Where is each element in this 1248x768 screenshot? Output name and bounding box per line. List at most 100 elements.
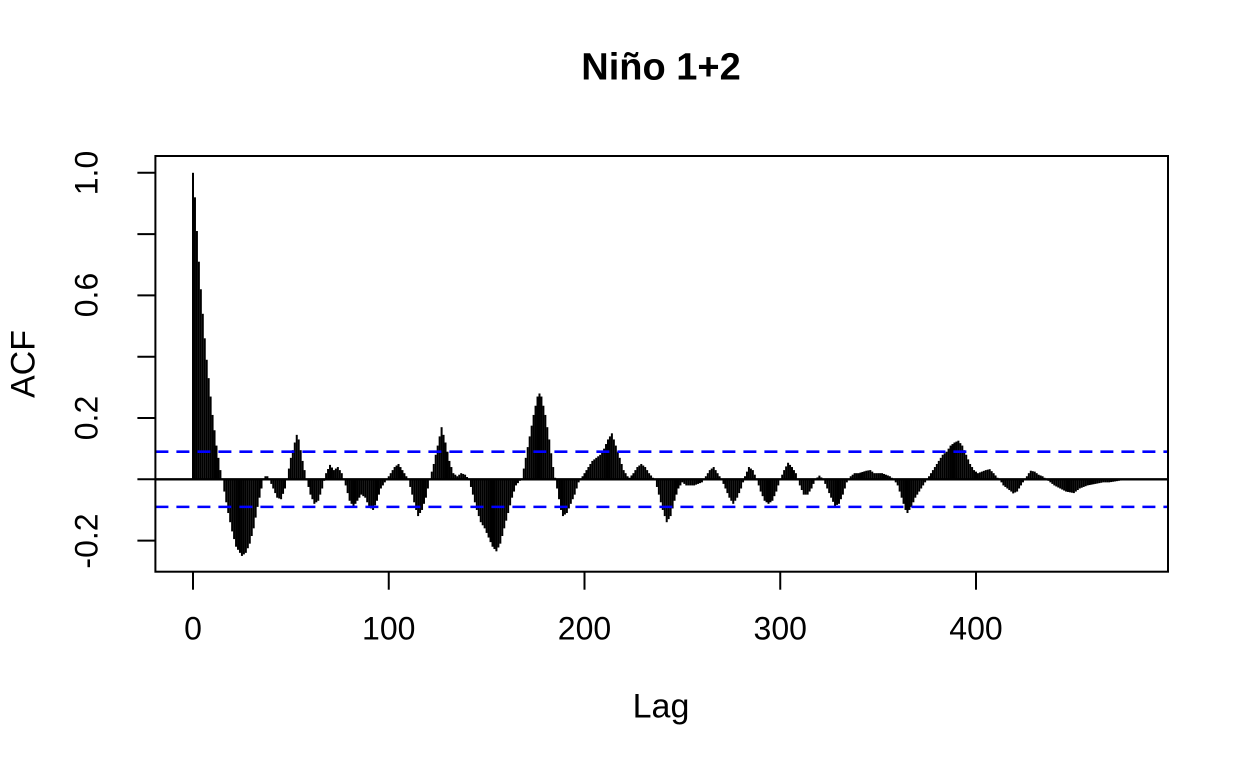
acf-bar (575, 479, 578, 489)
acf-bar (399, 467, 402, 480)
acf-bar (982, 470, 985, 480)
acf-bar (744, 476, 747, 480)
acf-bar (1088, 479, 1091, 486)
acf-bar (650, 475, 653, 480)
acf-bar (389, 473, 392, 480)
acf-bar (1010, 479, 1013, 492)
acf-bar (929, 473, 932, 480)
acf-bar (632, 473, 635, 480)
acf-bar (599, 454, 602, 480)
acf-bar (193, 197, 196, 480)
acf-bar (957, 440, 960, 480)
acf-bar (1020, 479, 1023, 486)
acf-bar (994, 475, 997, 480)
acf-bar (565, 479, 568, 514)
acf-bar (422, 479, 425, 504)
acf-bar (415, 479, 418, 510)
acf-bar (618, 457, 621, 480)
acf-bar (951, 444, 954, 480)
acf-bar (448, 460, 451, 480)
acf-bar (229, 479, 232, 523)
acf-bar (990, 471, 993, 480)
acf-bar (675, 479, 678, 495)
acf-bar (1108, 479, 1111, 483)
acf-bar (544, 414, 547, 480)
acf-bar (1068, 479, 1071, 493)
acf-bar (812, 479, 815, 484)
acf-bar (338, 470, 341, 480)
acf-bar (1074, 479, 1077, 492)
acf-bar (810, 479, 813, 489)
acf-bar (456, 476, 459, 480)
acf-bar (211, 414, 214, 480)
acf-bar (879, 473, 882, 480)
acf-bar (391, 470, 394, 480)
acf-bar (327, 469, 330, 480)
acf-bar (505, 479, 508, 521)
acf-bar (405, 476, 408, 480)
acf-bar (530, 425, 533, 480)
acf-bar (634, 470, 637, 480)
acf-bar (610, 433, 613, 480)
acf-bar (346, 479, 349, 494)
acf-bar (622, 470, 625, 480)
acf-bar (240, 479, 243, 556)
acf-bar (837, 479, 840, 504)
acf-bar (916, 479, 919, 495)
acf-bar (513, 479, 516, 492)
acf-bar (540, 396, 543, 480)
acf-bar (961, 445, 964, 480)
acf-bar (503, 479, 506, 529)
acf-bar (573, 479, 576, 495)
acf-bar (411, 479, 414, 495)
acf-bar (830, 479, 833, 498)
acf-bar (1002, 479, 1005, 486)
acf-bar (1039, 475, 1042, 480)
acf-bar (736, 479, 739, 498)
acf-bar (348, 479, 351, 501)
acf-bar (287, 468, 290, 480)
acf-bar (217, 457, 220, 480)
acf-bar (1051, 479, 1054, 484)
acf-bar (949, 445, 952, 480)
acf-bar (935, 463, 938, 480)
acf-bar (558, 479, 561, 500)
acf-bar (673, 479, 676, 501)
acf-bar (924, 479, 927, 483)
acf-bar (663, 479, 666, 517)
acf-bar (657, 479, 660, 495)
acf-bar (900, 479, 903, 498)
acf-bar (888, 476, 891, 480)
acf-bar (1000, 479, 1003, 483)
acf-bar (1110, 479, 1113, 483)
acf-bar (798, 479, 801, 486)
acf-bar (1080, 479, 1083, 488)
acf-bar (1112, 479, 1115, 482)
acf-bar (933, 467, 936, 480)
acf-bar (689, 479, 692, 486)
acf-bar (440, 427, 443, 480)
acf-bar (732, 479, 735, 504)
acf-bar (260, 479, 263, 489)
y-tick-label: 0.2 (68, 395, 105, 441)
acf-bar (329, 464, 332, 480)
acf-bar (199, 289, 202, 480)
acf-bar (787, 462, 790, 480)
acf-bar (677, 479, 680, 489)
acf-bar (1037, 474, 1040, 480)
acf-bar (1086, 479, 1089, 486)
acf-bar (1041, 476, 1044, 480)
acf-bar (971, 467, 974, 480)
acf-bar (548, 439, 551, 480)
acf-bar (381, 479, 384, 486)
acf-bar (648, 473, 651, 480)
acf-bar (749, 468, 752, 480)
acf-bar (223, 479, 226, 492)
acf-bar (556, 479, 559, 489)
acf-bar (626, 476, 629, 480)
acf-bar (1031, 471, 1034, 480)
acf-bar (563, 479, 566, 515)
plot-box (154, 155, 1169, 573)
acf-bar (244, 479, 247, 553)
acf-bar (843, 479, 846, 489)
